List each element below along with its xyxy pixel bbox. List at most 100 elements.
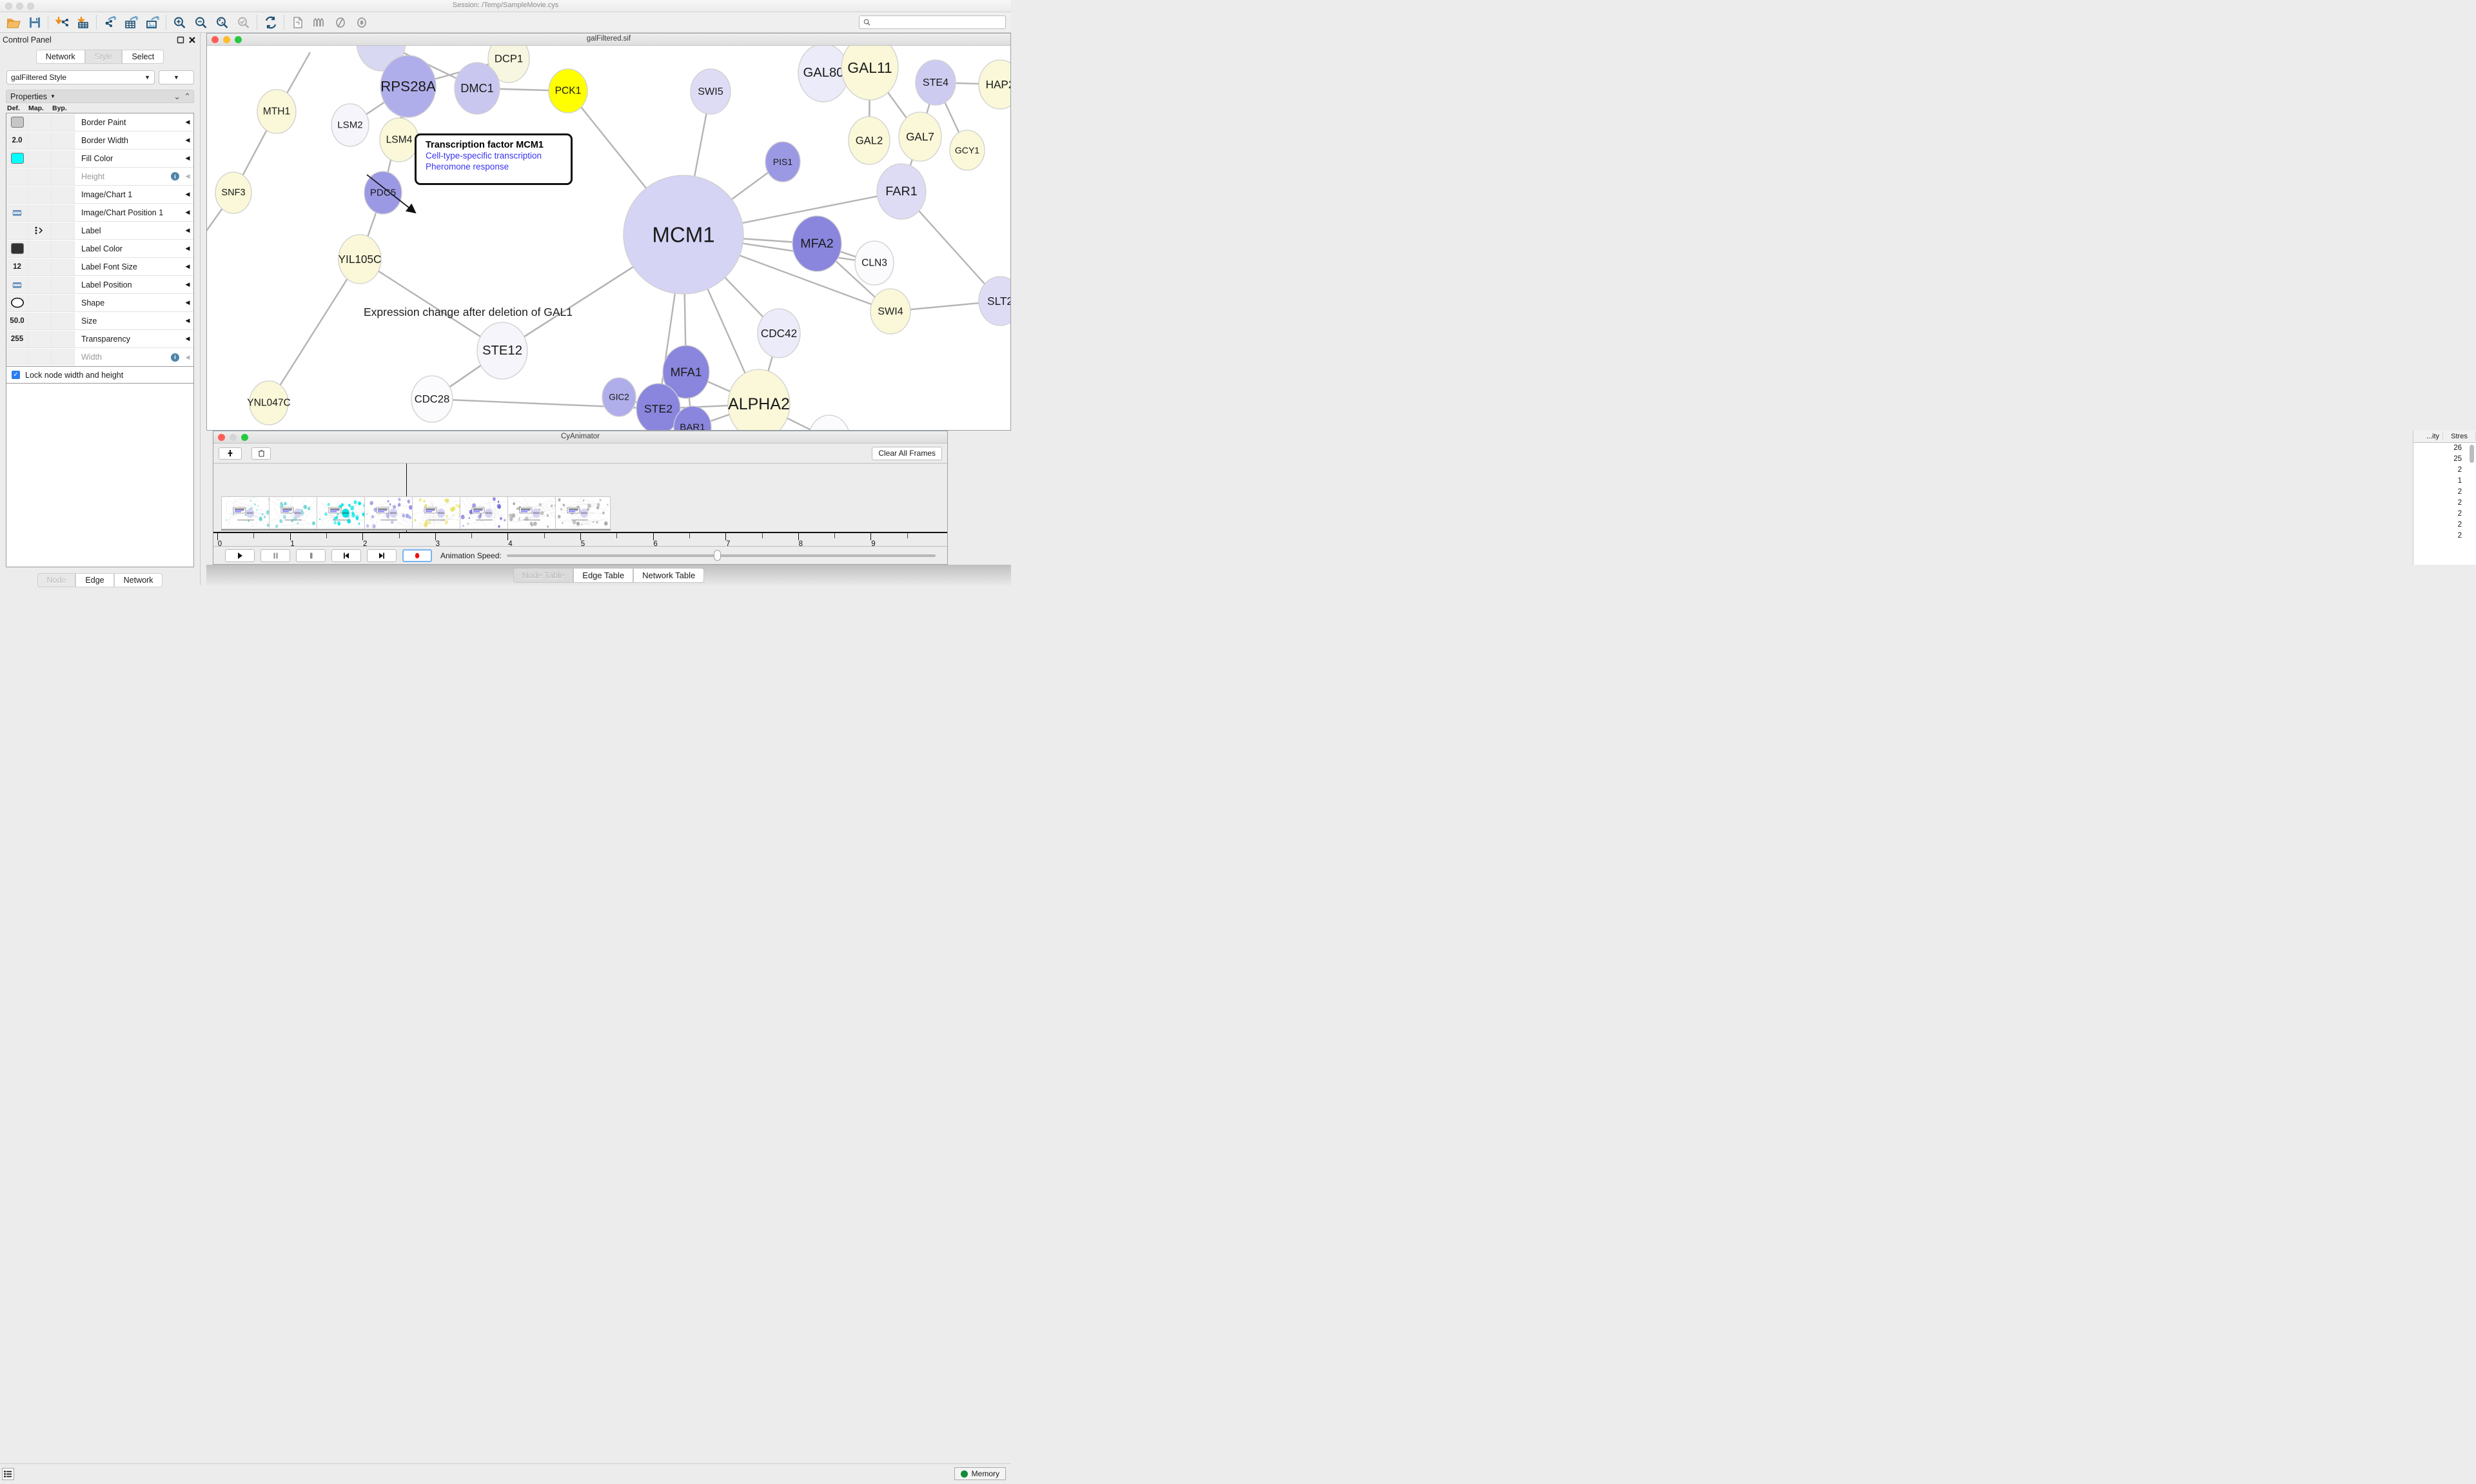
- node-shape[interactable]: [876, 163, 927, 220]
- expand-arrow-icon[interactable]: ◀: [185, 299, 190, 306]
- table-row[interactable]: 2: [2457, 521, 2462, 529]
- expand-arrow-icon[interactable]: ◀: [185, 119, 190, 125]
- property-bypass-cell[interactable]: [52, 168, 75, 185]
- export-table-icon[interactable]: [121, 13, 142, 32]
- network-node[interactable]: YIL105C: [338, 234, 382, 284]
- node-annotation-box[interactable]: Transcription factor MCM1 Cell-type-spec…: [415, 133, 573, 185]
- tab-node[interactable]: Node: [37, 573, 76, 587]
- timeline-frame[interactable]: MCM1: [412, 496, 467, 529]
- select-all-nodes-icon[interactable]: [308, 13, 329, 32]
- new-network-icon[interactable]: [287, 13, 308, 32]
- node-shape[interactable]: [757, 308, 801, 358]
- table-row[interactable]: 1: [2457, 477, 2462, 485]
- node-shape[interactable]: [870, 288, 911, 335]
- expand-arrow-icon[interactable]: ◀: [185, 137, 190, 143]
- node-shape[interactable]: [636, 383, 681, 430]
- property-default-cell[interactable]: 12: [6, 258, 28, 275]
- node-shape[interactable]: [454, 62, 500, 115]
- network-node[interactable]: GIC2: [602, 377, 636, 417]
- info-icon[interactable]: i: [171, 353, 179, 362]
- step-forward-button[interactable]: [367, 549, 397, 562]
- expand-arrow-icon[interactable]: ◀: [185, 173, 190, 179]
- network-node[interactable]: MTH1: [257, 89, 297, 134]
- table-row[interactable]: 2: [2457, 510, 2462, 518]
- property-mapping-cell[interactable]: [28, 240, 52, 257]
- property-default-cell[interactable]: [6, 204, 28, 221]
- lock-checkbox[interactable]: ✓: [12, 371, 20, 379]
- network-node[interactable]: YNL047C: [247, 380, 291, 425]
- node-shape[interactable]: [338, 234, 382, 284]
- table-scrollbar[interactable]: [2470, 445, 2474, 463]
- property-mapping-cell[interactable]: [28, 258, 52, 275]
- close-icon[interactable]: [188, 36, 197, 45]
- network-node[interactable]: PIS1: [765, 141, 801, 182]
- property-row[interactable]: 50.0 Size ◀: [6, 312, 193, 330]
- maximize-icon[interactable]: [177, 36, 186, 45]
- node-shape[interactable]: [765, 141, 801, 182]
- network-node[interactable]: SWI4: [870, 288, 911, 335]
- property-row[interactable]: Image/Chart 1 ◀: [6, 186, 193, 204]
- tab-network[interactable]: Network: [35, 50, 85, 64]
- property-bypass-cell[interactable]: [52, 312, 75, 329]
- clear-all-frames-button[interactable]: Clear All Frames: [872, 446, 942, 460]
- network-window-controls[interactable]: [211, 36, 242, 43]
- search-input[interactable]: [874, 18, 996, 26]
- property-bypass-cell[interactable]: [52, 276, 75, 293]
- frame-strip[interactable]: MCM1 MCM1 MCM1 MCM1 MCM1 MCM1 MCM1 MCM1: [213, 492, 947, 529]
- property-mapping-cell[interactable]: [28, 276, 52, 293]
- node-shape[interactable]: [411, 375, 453, 423]
- network-node[interactable]: TUP1: [809, 415, 850, 430]
- node-shape[interactable]: [848, 116, 890, 165]
- pause-button[interactable]: [260, 549, 290, 562]
- property-row[interactable]: Width i ◀: [6, 348, 193, 366]
- expand-arrow-icon[interactable]: ◀: [185, 335, 190, 342]
- slider-knob[interactable]: [713, 550, 721, 561]
- collapse-all-icon[interactable]: ⌃: [184, 92, 191, 101]
- table-row[interactable]: 2: [2457, 488, 2462, 496]
- node-shape[interactable]: [978, 59, 1010, 110]
- property-bypass-cell[interactable]: [52, 222, 75, 239]
- property-row[interactable]: Image/Chart Position 1 ◀: [6, 204, 193, 222]
- network-node[interactable]: SNF3: [215, 171, 252, 214]
- style-options-menu[interactable]: ▼: [159, 70, 194, 84]
- network-node[interactable]: LSM4: [379, 117, 419, 162]
- property-default-cell[interactable]: [6, 240, 28, 257]
- property-default-cell[interactable]: 50.0: [6, 312, 28, 329]
- zoom-fit-icon[interactable]: [211, 13, 233, 32]
- expand-arrow-icon[interactable]: ◀: [185, 227, 190, 233]
- property-mapping-cell[interactable]: [28, 222, 52, 239]
- save-icon[interactable]: [24, 13, 45, 32]
- network-node[interactable]: LSM2: [331, 103, 369, 147]
- network-node[interactable]: GAL11: [841, 46, 899, 101]
- network-canvas[interactable]: RPS28B DCP1 RPS28A DMC1 PCK1 SWI5 GAL80 GAL11 ST…: [207, 46, 1010, 430]
- table-row[interactable]: 26: [2453, 444, 2462, 452]
- play-button[interactable]: [225, 549, 255, 562]
- col-centrality[interactable]: ...ity: [2413, 433, 2443, 440]
- property-mapping-cell[interactable]: [28, 132, 52, 149]
- property-row[interactable]: 255 Transparency ◀: [6, 330, 193, 348]
- property-default-cell[interactable]: [6, 294, 28, 311]
- node-shape[interactable]: [673, 405, 712, 430]
- import-table-icon[interactable]: [72, 13, 93, 32]
- export-network-icon[interactable]: [99, 13, 121, 32]
- node-shape[interactable]: [854, 240, 894, 286]
- timeline-frame[interactable]: MCM1: [221, 496, 277, 529]
- tab-select[interactable]: Select: [122, 50, 164, 64]
- property-bypass-cell[interactable]: [52, 330, 75, 347]
- expand-arrow-icon[interactable]: ◀: [185, 281, 190, 288]
- property-row[interactable]: 12 Label Font Size ◀: [6, 258, 193, 276]
- network-node[interactable]: CDC42: [757, 308, 801, 358]
- task-list-icon[interactable]: [2, 1468, 14, 1480]
- network-node[interactable]: HAP2: [978, 59, 1010, 110]
- node-shape[interactable]: [623, 175, 744, 295]
- add-frame-button[interactable]: [219, 447, 242, 460]
- network-node[interactable]: STE12: [477, 322, 528, 380]
- network-edge[interactable]: [268, 259, 361, 404]
- property-default-cell[interactable]: [6, 276, 28, 293]
- node-shape[interactable]: [915, 59, 956, 106]
- open-folder-icon[interactable]: [3, 13, 24, 32]
- property-default-cell[interactable]: [6, 168, 28, 185]
- tab-network-table[interactable]: Network Table: [633, 567, 705, 583]
- show-all-icon[interactable]: [351, 13, 372, 32]
- property-default-cell[interactable]: 2.0: [6, 132, 28, 149]
